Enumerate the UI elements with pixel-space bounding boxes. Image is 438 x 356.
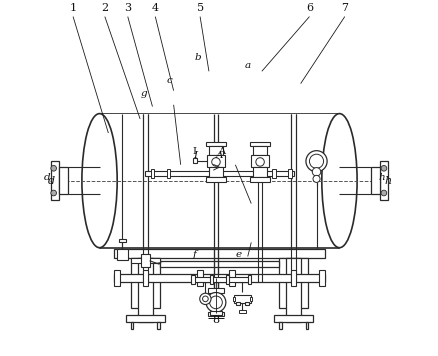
Ellipse shape bbox=[321, 114, 356, 248]
Bar bbox=[59, 167, 68, 194]
Circle shape bbox=[211, 158, 220, 166]
Bar bbox=[141, 255, 149, 267]
Bar bbox=[233, 295, 251, 303]
Bar bbox=[205, 177, 225, 182]
Bar bbox=[150, 169, 154, 178]
Text: 4: 4 bbox=[152, 3, 159, 13]
Text: A: A bbox=[217, 147, 224, 156]
Text: 6: 6 bbox=[305, 3, 312, 13]
Bar bbox=[51, 161, 59, 200]
Circle shape bbox=[209, 296, 222, 309]
Text: A: A bbox=[215, 151, 223, 161]
Text: I: I bbox=[192, 147, 196, 156]
Circle shape bbox=[199, 293, 211, 304]
Bar bbox=[113, 250, 325, 258]
Bar bbox=[113, 274, 325, 282]
Bar bbox=[285, 258, 300, 322]
Circle shape bbox=[312, 176, 319, 182]
Bar bbox=[207, 155, 224, 167]
Bar bbox=[274, 315, 312, 322]
Bar bbox=[290, 269, 296, 286]
Bar bbox=[278, 322, 281, 329]
Bar bbox=[278, 258, 308, 308]
Bar bbox=[209, 311, 222, 315]
Bar bbox=[252, 146, 267, 155]
Bar bbox=[142, 269, 148, 286]
Bar bbox=[238, 310, 245, 313]
Text: I: I bbox=[192, 151, 196, 161]
Bar bbox=[250, 297, 252, 300]
Bar bbox=[252, 167, 267, 177]
Circle shape bbox=[309, 154, 323, 168]
Text: h: h bbox=[384, 176, 391, 185]
Text: e: e bbox=[235, 250, 241, 259]
Text: 2: 2 bbox=[101, 3, 108, 13]
Text: 8: 8 bbox=[212, 315, 219, 325]
Circle shape bbox=[380, 166, 386, 171]
Text: d: d bbox=[47, 176, 54, 185]
Bar bbox=[208, 169, 212, 178]
Bar bbox=[208, 312, 223, 316]
Bar bbox=[250, 177, 269, 182]
Bar bbox=[219, 169, 223, 178]
Circle shape bbox=[202, 296, 208, 302]
Bar bbox=[305, 322, 308, 329]
Bar bbox=[225, 274, 229, 284]
Bar bbox=[250, 142, 269, 146]
Bar bbox=[288, 169, 291, 178]
Text: g: g bbox=[141, 89, 147, 98]
Bar bbox=[138, 258, 153, 322]
Bar bbox=[208, 146, 223, 155]
Bar bbox=[208, 167, 223, 177]
Bar bbox=[318, 269, 324, 286]
Bar bbox=[193, 277, 249, 282]
Bar bbox=[130, 258, 160, 308]
Bar bbox=[145, 171, 293, 176]
Bar bbox=[131, 258, 159, 263]
Bar bbox=[251, 155, 268, 167]
Bar bbox=[209, 274, 213, 284]
Bar bbox=[99, 114, 339, 248]
Bar bbox=[245, 302, 248, 305]
Bar bbox=[232, 297, 234, 300]
Bar bbox=[379, 161, 387, 200]
Bar bbox=[166, 169, 170, 178]
Circle shape bbox=[305, 151, 326, 172]
Text: 5: 5 bbox=[196, 3, 203, 13]
Bar bbox=[236, 302, 239, 305]
Text: 3: 3 bbox=[124, 3, 131, 13]
Circle shape bbox=[311, 168, 320, 176]
Circle shape bbox=[255, 158, 264, 166]
Text: c: c bbox=[166, 76, 172, 85]
Bar bbox=[247, 274, 251, 284]
Text: f: f bbox=[192, 250, 196, 259]
Text: d: d bbox=[44, 173, 50, 182]
Circle shape bbox=[51, 190, 57, 196]
Bar bbox=[119, 239, 126, 242]
Bar bbox=[197, 269, 202, 286]
Bar bbox=[272, 169, 276, 178]
Bar bbox=[191, 274, 194, 284]
Bar bbox=[114, 269, 120, 286]
Bar bbox=[205, 142, 225, 146]
Text: 1: 1 bbox=[69, 3, 77, 13]
Text: b: b bbox=[194, 53, 201, 62]
Bar bbox=[157, 322, 160, 329]
Bar bbox=[370, 167, 379, 194]
Ellipse shape bbox=[82, 114, 117, 248]
Bar bbox=[126, 315, 164, 322]
Bar bbox=[117, 250, 127, 260]
Text: a: a bbox=[244, 62, 250, 70]
Circle shape bbox=[51, 166, 57, 171]
Circle shape bbox=[380, 190, 386, 196]
Bar bbox=[100, 114, 338, 247]
Bar bbox=[208, 288, 223, 293]
Text: 7: 7 bbox=[340, 3, 347, 13]
Bar bbox=[229, 269, 234, 286]
Circle shape bbox=[205, 293, 225, 312]
Bar bbox=[160, 261, 278, 267]
Bar bbox=[130, 322, 133, 329]
Bar bbox=[193, 158, 196, 163]
Text: h: h bbox=[378, 173, 384, 182]
